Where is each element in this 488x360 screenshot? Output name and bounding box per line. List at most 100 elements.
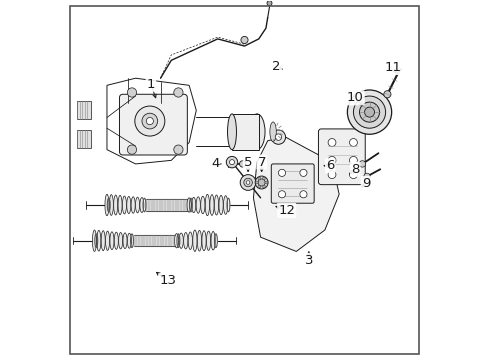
Text: 5: 5	[244, 156, 252, 168]
Circle shape	[127, 88, 136, 97]
Circle shape	[327, 157, 335, 164]
Text: 6: 6	[325, 159, 334, 172]
Ellipse shape	[105, 231, 109, 250]
Circle shape	[257, 185, 260, 188]
Text: 12: 12	[278, 204, 295, 217]
FancyBboxPatch shape	[77, 102, 91, 119]
Ellipse shape	[131, 197, 135, 213]
Polygon shape	[107, 78, 196, 164]
Circle shape	[257, 177, 260, 180]
Ellipse shape	[140, 198, 143, 212]
Ellipse shape	[200, 196, 204, 214]
Circle shape	[299, 169, 306, 176]
Circle shape	[255, 176, 267, 189]
FancyBboxPatch shape	[231, 114, 258, 150]
Circle shape	[244, 178, 252, 187]
Ellipse shape	[119, 233, 122, 249]
Circle shape	[275, 134, 281, 140]
Ellipse shape	[211, 231, 215, 250]
Text: 2: 2	[272, 60, 280, 73]
Ellipse shape	[109, 195, 113, 215]
Ellipse shape	[196, 197, 200, 213]
Circle shape	[255, 181, 258, 184]
Circle shape	[173, 145, 183, 154]
Text: 4: 4	[211, 157, 219, 170]
Ellipse shape	[214, 195, 218, 215]
Ellipse shape	[123, 233, 127, 249]
Polygon shape	[253, 137, 339, 251]
Text: 3: 3	[304, 254, 312, 267]
Ellipse shape	[110, 232, 114, 249]
Circle shape	[135, 106, 164, 136]
Ellipse shape	[92, 230, 96, 251]
Circle shape	[346, 90, 391, 134]
Ellipse shape	[192, 230, 197, 251]
FancyBboxPatch shape	[318, 129, 365, 185]
Circle shape	[271, 130, 285, 144]
Circle shape	[349, 157, 357, 164]
Ellipse shape	[135, 197, 139, 213]
Circle shape	[349, 171, 357, 179]
Ellipse shape	[223, 196, 227, 214]
Circle shape	[173, 88, 183, 97]
Circle shape	[258, 179, 264, 186]
Ellipse shape	[97, 230, 101, 251]
Circle shape	[246, 181, 249, 184]
Text: 9: 9	[361, 177, 369, 190]
Circle shape	[353, 96, 385, 128]
Ellipse shape	[114, 195, 118, 215]
Text: 11: 11	[384, 61, 401, 74]
Ellipse shape	[179, 233, 183, 248]
Ellipse shape	[191, 197, 195, 213]
Ellipse shape	[105, 194, 109, 216]
Circle shape	[327, 171, 335, 179]
Text: 1: 1	[146, 78, 155, 91]
Circle shape	[240, 175, 255, 190]
Ellipse shape	[183, 233, 187, 249]
FancyBboxPatch shape	[77, 130, 91, 148]
Ellipse shape	[127, 233, 131, 248]
Circle shape	[327, 139, 335, 147]
Ellipse shape	[114, 232, 118, 249]
Circle shape	[239, 161, 245, 167]
Ellipse shape	[227, 114, 236, 150]
Circle shape	[349, 139, 357, 147]
Text: 13: 13	[159, 274, 176, 287]
Ellipse shape	[209, 195, 214, 215]
Ellipse shape	[219, 195, 223, 215]
Circle shape	[383, 91, 390, 98]
Ellipse shape	[202, 231, 206, 251]
Ellipse shape	[197, 230, 201, 251]
Ellipse shape	[101, 231, 105, 251]
Circle shape	[359, 102, 379, 122]
Ellipse shape	[174, 234, 178, 248]
Circle shape	[226, 157, 237, 168]
Ellipse shape	[269, 122, 276, 141]
Circle shape	[264, 181, 267, 184]
Circle shape	[127, 145, 136, 154]
Ellipse shape	[248, 114, 264, 150]
Text: 7: 7	[257, 156, 265, 168]
Text: 10: 10	[346, 91, 363, 104]
Ellipse shape	[206, 231, 210, 250]
Ellipse shape	[186, 198, 191, 212]
Circle shape	[229, 159, 234, 165]
Circle shape	[363, 173, 369, 180]
Circle shape	[299, 191, 306, 198]
Circle shape	[262, 177, 265, 180]
Ellipse shape	[188, 232, 192, 249]
Ellipse shape	[122, 196, 126, 214]
Circle shape	[262, 185, 265, 188]
Circle shape	[241, 36, 247, 44]
FancyBboxPatch shape	[271, 164, 313, 203]
Ellipse shape	[205, 194, 209, 216]
Circle shape	[278, 169, 285, 176]
Circle shape	[142, 113, 157, 129]
Ellipse shape	[126, 197, 131, 213]
Circle shape	[266, 1, 271, 6]
FancyBboxPatch shape	[119, 94, 187, 155]
Circle shape	[278, 191, 285, 198]
Text: 8: 8	[350, 163, 359, 176]
Circle shape	[146, 117, 153, 125]
Circle shape	[358, 161, 365, 167]
